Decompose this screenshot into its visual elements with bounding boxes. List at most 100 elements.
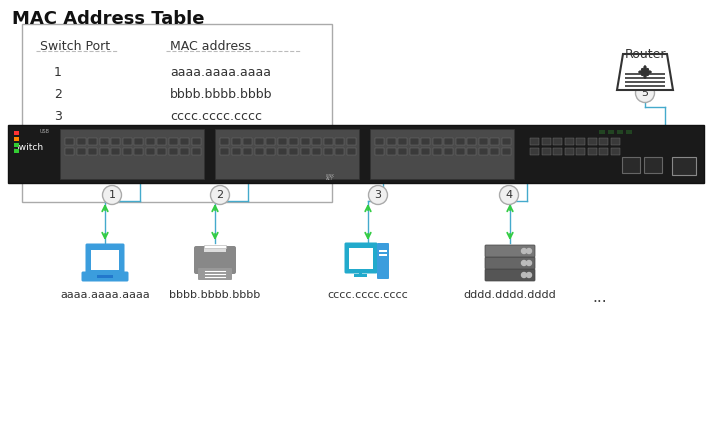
FancyBboxPatch shape <box>485 245 535 257</box>
Bar <box>611 148 620 155</box>
Bar <box>243 148 252 155</box>
Text: 1: 1 <box>109 190 116 200</box>
Bar <box>349 248 373 269</box>
Bar <box>398 148 407 155</box>
Bar <box>642 69 648 75</box>
Bar <box>501 148 510 155</box>
Bar <box>444 138 453 145</box>
Bar <box>266 138 275 145</box>
Bar <box>77 148 85 155</box>
Text: MAC Address Table: MAC Address Table <box>12 10 204 28</box>
Bar <box>14 131 19 135</box>
Bar <box>542 138 550 145</box>
Bar <box>625 80 665 83</box>
Bar <box>168 148 178 155</box>
Bar <box>146 148 155 155</box>
Bar <box>625 73 665 75</box>
Bar <box>599 148 608 155</box>
Bar <box>564 148 574 155</box>
Bar <box>289 148 298 155</box>
Circle shape <box>527 261 532 265</box>
FancyBboxPatch shape <box>485 269 535 281</box>
Bar <box>134 138 143 145</box>
Text: 4: 4 <box>506 190 513 200</box>
Bar <box>192 148 200 155</box>
Circle shape <box>527 273 532 277</box>
Bar <box>123 148 131 155</box>
Bar <box>204 245 226 248</box>
Bar <box>354 274 367 277</box>
Text: ...: ... <box>593 290 607 305</box>
Bar <box>379 254 387 256</box>
Bar <box>204 247 226 252</box>
Bar <box>346 138 356 145</box>
Bar <box>379 250 387 252</box>
Circle shape <box>210 185 229 205</box>
Bar <box>375 138 384 145</box>
Bar <box>608 130 614 134</box>
Text: dddd.dddd.dddd: dddd.dddd.dddd <box>464 290 557 300</box>
Bar <box>278 138 287 145</box>
Bar <box>622 157 640 173</box>
Bar <box>467 138 476 145</box>
Bar <box>611 138 620 145</box>
Bar <box>625 77 665 79</box>
Bar <box>99 148 109 155</box>
Text: MAC address: MAC address <box>170 40 251 53</box>
Text: cccc.cccc.cccc: cccc.cccc.cccc <box>327 290 408 300</box>
Bar <box>410 138 418 145</box>
Bar <box>65 138 74 145</box>
Bar <box>335 138 344 145</box>
Bar <box>60 129 204 179</box>
Bar <box>123 138 131 145</box>
Bar <box>530 138 539 145</box>
Circle shape <box>500 185 518 205</box>
Bar <box>180 148 189 155</box>
Bar <box>231 148 241 155</box>
Text: bbbb.bbbb.bbbb: bbbb.bbbb.bbbb <box>170 290 261 300</box>
FancyBboxPatch shape <box>82 271 129 282</box>
Bar <box>542 148 550 155</box>
Bar <box>386 148 395 155</box>
Text: dddd.dddd.dddd: dddd.dddd.dddd <box>170 132 274 145</box>
Bar <box>456 138 464 145</box>
Bar <box>192 138 200 145</box>
Bar <box>375 148 384 155</box>
Bar <box>220 138 229 145</box>
Bar <box>243 138 252 145</box>
Bar <box>77 138 85 145</box>
Bar <box>91 250 119 270</box>
Text: 4: 4 <box>54 132 62 145</box>
Bar <box>278 148 287 155</box>
Bar <box>501 138 510 145</box>
Bar <box>479 148 488 155</box>
Bar <box>432 148 442 155</box>
Bar <box>231 138 241 145</box>
Bar <box>530 148 539 155</box>
Bar <box>266 148 275 155</box>
Bar <box>576 148 585 155</box>
Bar <box>386 138 395 145</box>
Bar <box>157 138 166 145</box>
FancyBboxPatch shape <box>485 257 535 269</box>
Bar <box>599 130 605 134</box>
Bar <box>644 157 662 173</box>
Bar <box>324 148 332 155</box>
Bar <box>444 148 453 155</box>
FancyBboxPatch shape <box>85 243 124 274</box>
Circle shape <box>635 83 655 102</box>
Bar <box>300 138 310 145</box>
Bar <box>335 148 344 155</box>
Bar <box>479 138 488 145</box>
Bar <box>99 138 109 145</box>
Bar <box>111 138 120 145</box>
Bar <box>312 148 321 155</box>
Bar <box>88 138 97 145</box>
Bar <box>88 148 97 155</box>
Text: USB: USB <box>40 129 50 134</box>
Bar <box>157 148 166 155</box>
Text: 3: 3 <box>54 110 62 123</box>
Text: LINK: LINK <box>326 174 335 178</box>
Text: 1: 1 <box>54 66 62 79</box>
Bar <box>180 138 189 145</box>
